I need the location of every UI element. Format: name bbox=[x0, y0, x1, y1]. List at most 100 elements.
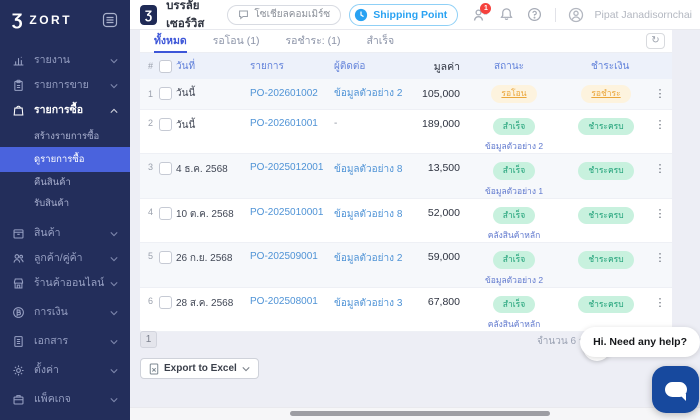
notifications-button[interactable] bbox=[498, 5, 515, 25]
contact-link[interactable]: ข้อมูลตัวอย่าง 2 bbox=[334, 88, 403, 100]
order-link[interactable]: PO-202508001 bbox=[250, 295, 318, 307]
sidebar-item-view-purchase[interactable]: ดูรายการซื้อ bbox=[0, 147, 130, 172]
row-menu-icon[interactable]: ⋮ bbox=[654, 118, 666, 131]
row-menu-icon[interactable]: ⋮ bbox=[654, 296, 666, 309]
sidebar-item-receive-product[interactable]: รับสินค้า bbox=[34, 198, 70, 209]
sidebar-item-purchases[interactable]: รายการซื้อ bbox=[0, 98, 130, 123]
row-checkbox[interactable] bbox=[158, 295, 172, 309]
sidebar-item-online-store[interactable]: ร้านค้าออนไลน์ bbox=[0, 271, 130, 296]
brand-name: ZORT bbox=[29, 13, 73, 27]
baht-coin-icon bbox=[12, 306, 25, 319]
purchase-table: # วันที่ รายการ ผู้ติดต่อ มูลค่า สถานะ ช… bbox=[140, 53, 672, 332]
sidebar-item-customers[interactable]: ลูกค้า/คู่ค้า bbox=[0, 246, 130, 271]
contact-link[interactable]: ข้อมูลตัวอย่าง 8 bbox=[334, 164, 403, 175]
col-number: # bbox=[140, 53, 154, 79]
table-row: 2 วันนี้ PO-202601001 - 189,000 สำเร็จ ข้… bbox=[140, 109, 672, 154]
order-link[interactable]: PO-2025012001 bbox=[250, 162, 324, 173]
divider bbox=[554, 7, 556, 22]
payment-pill: ชำระครบ bbox=[578, 251, 634, 269]
tab-waiting-payment[interactable]: รอชำระ: (1) bbox=[285, 34, 341, 47]
table-row: 1 วันนี้ PO-202601002 ข้อมูลตัวอย่าง 2 1… bbox=[140, 79, 672, 109]
order-link[interactable]: PO-202509001 bbox=[250, 251, 318, 262]
warehouse-label: ข้อมูลตัวอย่าง 1 bbox=[484, 185, 544, 196]
avatar-icon bbox=[568, 7, 584, 22]
row-menu-icon[interactable]: ⋮ bbox=[654, 88, 666, 101]
tab-waiting-transfer[interactable]: รอโอน (1) bbox=[212, 34, 260, 47]
row-value: 105,000 bbox=[422, 87, 460, 100]
row-checkbox[interactable] bbox=[158, 162, 172, 175]
status-pill: สำเร็จ bbox=[492, 206, 536, 224]
gear-icon bbox=[12, 364, 25, 377]
chat-bubble-icon bbox=[664, 382, 687, 401]
status-tabs: ทั้งหมด รอโอน (1) รอชำระ: (1) สำเร็จ ↻ bbox=[140, 30, 672, 53]
page-1-button[interactable]: 1 bbox=[140, 331, 157, 348]
col-order: รายการ bbox=[250, 53, 334, 79]
storefront-icon bbox=[12, 277, 25, 290]
row-date: วันนี้ bbox=[176, 119, 196, 131]
order-link[interactable]: PO-202601002 bbox=[250, 88, 318, 100]
social-commerce-button[interactable]: โซเชียลคอมเมิร์ซ bbox=[227, 4, 342, 25]
user-menu-button[interactable] bbox=[567, 5, 584, 25]
sidebar-item-create-purchase[interactable]: สร้างรายการซื้อ bbox=[34, 131, 100, 142]
chat-greeting-bubble[interactable]: Hi. Need any help? bbox=[580, 327, 700, 357]
row-menu-icon[interactable]: ⋮ bbox=[654, 207, 666, 220]
sidebar-item-finance[interactable]: การเงิน bbox=[0, 300, 130, 325]
row-checkbox[interactable] bbox=[158, 251, 172, 264]
notification-badge: 1 bbox=[480, 2, 492, 14]
row-menu-icon[interactable]: ⋮ bbox=[654, 252, 666, 264]
chevron-down-icon bbox=[110, 397, 118, 402]
export-excel-button[interactable]: Export to Excel bbox=[140, 358, 259, 379]
row-date: 4 ธ.ค. 2568 bbox=[176, 164, 228, 175]
payment-pill[interactable]: รอชำระ bbox=[581, 85, 631, 103]
status-pill[interactable]: รอโอน bbox=[491, 85, 537, 103]
row-checkbox[interactable] bbox=[158, 117, 172, 131]
horizontal-scrollbar-track bbox=[130, 407, 700, 420]
contact-link[interactable]: ข้อมูลตัวอย่าง 2 bbox=[334, 253, 403, 264]
table-row: 3 4 ธ.ค. 2568 PO-2025012001 ข้อมูลตัวอย่… bbox=[140, 153, 672, 198]
help-button[interactable] bbox=[525, 5, 542, 25]
horizontal-scrollbar-thumb[interactable] bbox=[290, 411, 550, 416]
warehouse-label: ข้อมูลตัวอย่าง 2 bbox=[484, 141, 544, 151]
sidebar-item-documents[interactable]: เอกสาร bbox=[0, 329, 130, 354]
chat-launcher-button[interactable] bbox=[652, 366, 699, 413]
sidebar-item-package[interactable]: แพ็คเกจ bbox=[0, 387, 130, 412]
status-pill: สำเร็จ bbox=[492, 295, 536, 313]
users-icon bbox=[12, 252, 25, 265]
chevron-down-icon bbox=[110, 310, 118, 315]
sidebar-item-return-product[interactable]: คืนสินค้า bbox=[34, 177, 71, 188]
refresh-button[interactable]: ↻ bbox=[646, 33, 665, 49]
add-contact-button[interactable]: 1 bbox=[471, 2, 492, 25]
sidebar-item-reports[interactable]: รายงาน bbox=[0, 48, 130, 73]
contact-link[interactable]: ข้อมูลตัวอย่าง 3 bbox=[334, 297, 403, 309]
status-pill: สำเร็จ bbox=[492, 117, 536, 135]
order-link[interactable]: PO-2025010001 bbox=[250, 206, 324, 218]
chevron-down-icon bbox=[110, 339, 118, 344]
chevron-down-icon bbox=[110, 368, 118, 373]
sidebar-item-settings[interactable]: ตั้งค่า bbox=[0, 358, 130, 383]
payment-pill: ชำระครบ bbox=[578, 162, 634, 180]
question-circle-icon bbox=[527, 7, 541, 22]
shipping-point-button[interactable]: Shipping Point bbox=[349, 3, 459, 26]
select-all-checkbox[interactable] bbox=[158, 59, 172, 73]
bell-icon bbox=[500, 8, 514, 21]
row-checkbox[interactable] bbox=[158, 87, 172, 101]
sidebar-collapse-icon[interactable] bbox=[101, 12, 118, 29]
chevron-down-icon bbox=[242, 366, 250, 371]
sidebar-item-sales[interactable]: รายการขาย bbox=[0, 73, 130, 98]
briefcase-icon bbox=[12, 393, 25, 406]
contact-link[interactable]: ข้อมูลตัวอย่าง 8 bbox=[334, 208, 403, 220]
chevron-down-icon bbox=[110, 58, 118, 63]
row-checkbox[interactable] bbox=[158, 206, 172, 220]
tab-done[interactable]: สำเร็จ bbox=[366, 34, 395, 47]
sidebar-header: Ʒ ZORT bbox=[0, 0, 130, 40]
sidebar-item-products[interactable]: สินค้า bbox=[0, 221, 130, 246]
table-header-row: # วันที่ รายการ ผู้ติดต่อ มูลค่า สถานะ ช… bbox=[140, 53, 672, 79]
chart-icon bbox=[12, 54, 25, 67]
col-contact: ผู้ติดต่อ bbox=[334, 53, 420, 79]
shopping-bag-icon bbox=[12, 104, 25, 117]
top-bar: Ʒ บรรลัยเซอร์วิส โซเชียลคอมเมิร์ซ Shippi… bbox=[130, 0, 700, 30]
row-menu-icon[interactable]: ⋮ bbox=[654, 163, 666, 175]
tab-all[interactable]: ทั้งหมด bbox=[154, 30, 187, 53]
order-link[interactable]: PO-202601001 bbox=[250, 117, 318, 129]
